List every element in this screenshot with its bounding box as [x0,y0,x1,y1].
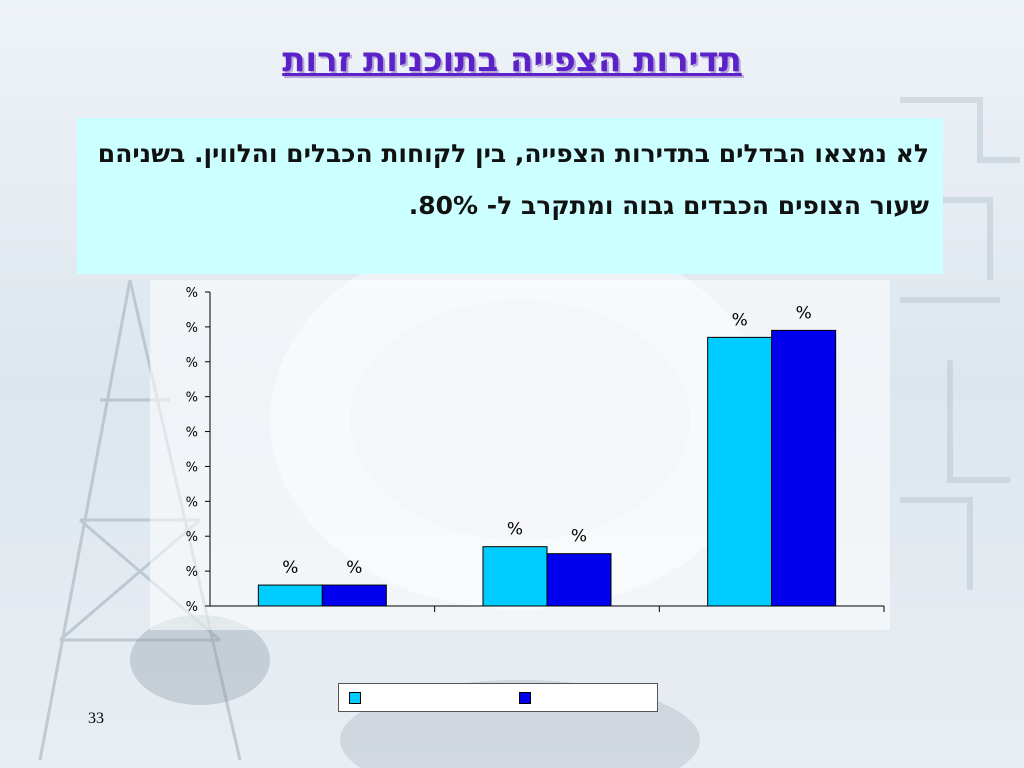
bar-series-2 [321,584,387,607]
legend-swatch-series-2 [519,692,531,704]
bar-series-1 [707,336,773,607]
bar-series-2 [546,553,612,607]
y-tick-label: % [186,600,198,615]
legend-swatch-series-1 [349,692,361,704]
data-label: % [571,527,587,547]
summary-text: לא נמצאו הבדלים בתדירות הצפייה, בין לקוח… [97,139,929,220]
y-tick-label: % [186,356,198,371]
page-number: 33 [88,710,104,727]
y-tick-label: % [186,321,198,336]
data-label: % [732,310,748,330]
bar-series-1 [257,584,323,607]
y-tick-label: % [186,460,198,475]
chart-legend [338,683,658,712]
summary-textbox: לא נמצאו הבדלים בתדירות הצפייה, בין לקוח… [77,118,943,274]
y-tick-label: % [186,426,198,441]
y-tick-label: % [186,565,198,580]
slide-title: תדירות הצפייה בתוכניות זרות [282,40,742,80]
y-tick-label: % [186,495,198,510]
data-label: % [507,520,523,540]
data-label: % [346,558,362,578]
y-tick-label: % [186,286,198,301]
y-tick-label: % [186,530,198,545]
y-tick-label: % [186,391,198,406]
data-label: % [796,303,812,323]
bar-series-1 [482,546,548,607]
data-label: % [282,558,298,578]
bar-series-2 [771,329,837,607]
